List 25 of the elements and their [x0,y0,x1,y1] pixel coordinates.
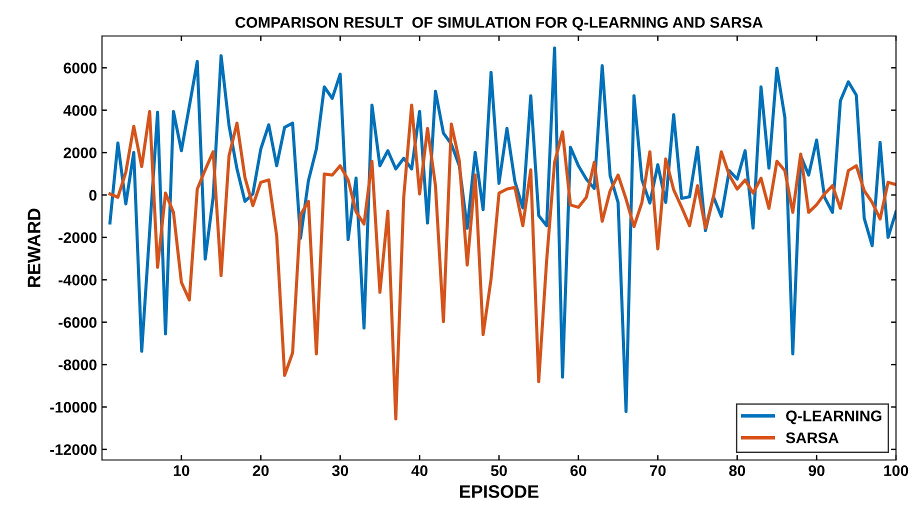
y-tick-label: -4000 [58,274,97,286]
y-tick-label: -6000 [58,317,97,328]
x-tick-label: 40 [411,465,428,476]
y-tick-label: 4000 [63,105,97,116]
x-tick-label: 90 [808,465,824,476]
y-tick-label: -2000 [58,232,97,244]
chart-title: COMPARISON RESULT OF SIMULATION FOR Q-LEARNING AND SARSA [236,17,763,31]
x-tick-label: 20 [252,465,269,476]
x-tick-label: 10 [174,465,190,476]
y-tick-label: -12000 [50,444,97,456]
x-axis-title: EPISODE [460,485,538,498]
x-tick-label: 30 [332,465,348,476]
x-tick-label: 70 [650,465,666,476]
x-tick-label: 80 [729,465,746,476]
y-tick-label: -10000 [50,402,97,413]
x-tick-label: 60 [570,465,586,476]
x-tick-label: 50 [490,465,507,476]
y-tick-label: 2000 [64,147,97,158]
legend-label: SARSA [786,432,839,444]
legend-label: Q-LEARNING [786,410,882,424]
y-tick-label: 0 [89,190,97,201]
y-tick-label: 6000 [64,62,97,74]
x-tick-label: 100 [884,465,908,476]
y-axis-title: REWARD [28,208,40,287]
y-tick-label: -8000 [58,359,97,370]
